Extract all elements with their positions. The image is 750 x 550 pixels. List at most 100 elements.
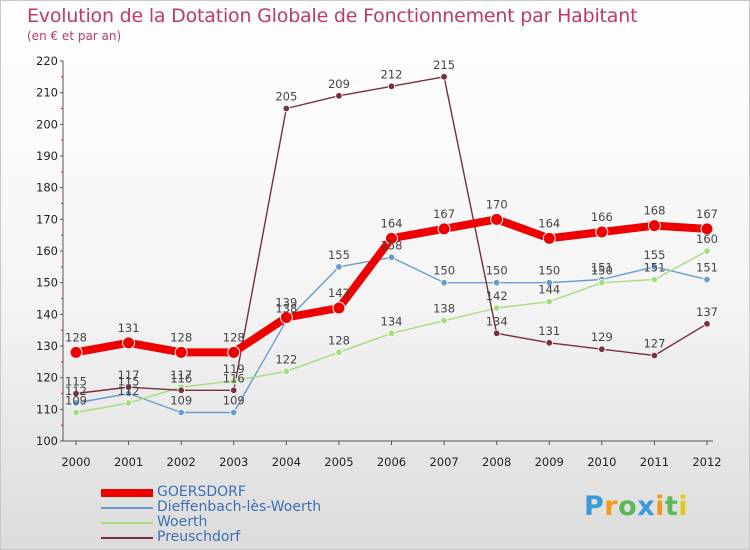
data-label: 115 — [65, 375, 87, 389]
data-point — [598, 278, 606, 287]
data-point — [545, 278, 553, 287]
series-points — [69, 73, 714, 417]
data-label: 151 — [696, 261, 718, 275]
logo-letter: t — [664, 491, 679, 522]
data-point — [492, 304, 501, 312]
data-point — [69, 345, 83, 359]
data-label: 150 — [486, 264, 508, 278]
legend-item: GOERSDORF — [101, 485, 321, 500]
data-label: 131 — [118, 321, 140, 335]
data-label: 116 — [170, 371, 192, 385]
data-label: 166 — [591, 210, 613, 224]
legend-label: Woerth — [157, 514, 208, 530]
y-tick-label: 140 — [36, 307, 58, 321]
data-label: 109 — [170, 394, 192, 408]
x-tick-label: 2008 — [482, 455, 511, 469]
x-tick-label: 2012 — [692, 455, 721, 469]
legend-item: Woerth — [101, 515, 321, 530]
legend-label: Preuschdorf — [157, 529, 241, 545]
data-label: 164 — [381, 216, 403, 230]
data-point — [490, 212, 504, 226]
x-tick-label: 2000 — [61, 455, 90, 469]
data-point — [440, 316, 448, 325]
y-tick-label: 160 — [36, 244, 58, 258]
x-tick-label: 2010 — [587, 455, 616, 469]
logo-letter: i — [655, 491, 665, 522]
data-point — [230, 408, 238, 417]
logo-letter: P — [584, 491, 605, 522]
y-tick-label: 220 — [36, 54, 58, 68]
data-label: 160 — [696, 232, 718, 246]
data-label: 131 — [538, 324, 560, 338]
data-label: 167 — [433, 207, 455, 221]
legend-swatch — [101, 536, 153, 539]
data-point — [700, 222, 714, 236]
legend-label: GOERSDORF — [157, 484, 246, 500]
data-point — [282, 367, 291, 376]
data-point — [650, 263, 659, 271]
data-label: 117 — [170, 368, 192, 382]
data-label: 150 — [538, 264, 560, 278]
data-point — [440, 278, 448, 287]
data-point — [598, 345, 606, 353]
legend: GOERSDORF Dieffenbach-lès-Woerth Woerth Pre… — [101, 485, 321, 545]
data-point — [595, 225, 609, 239]
data-point — [492, 329, 501, 338]
data-label: 138 — [433, 302, 455, 316]
data-point — [387, 253, 396, 262]
proxiti-logo: Proxiti — [584, 491, 688, 522]
data-point — [440, 73, 448, 81]
data-point — [437, 222, 451, 236]
axes: 100 110 120 130 140 150 160 170 180 190 200 210 220 2… — [36, 54, 722, 469]
data-label: 139 — [275, 296, 297, 310]
data-point — [279, 311, 293, 324]
x-tick-label: 2001 — [114, 455, 143, 469]
data-point — [335, 348, 343, 357]
legend-label: Dieffenbach-lès-Woerth — [157, 499, 322, 515]
y-tick-label: 120 — [36, 371, 58, 385]
chart-title: Evolution de la Dotation Globale de Fonc… — [27, 5, 638, 27]
data-point — [124, 383, 133, 391]
x-tick-label: 2002 — [167, 455, 196, 469]
data-label: 150 — [591, 264, 613, 278]
y-tick-label: 130 — [36, 339, 58, 353]
data-label: 128 — [328, 333, 350, 347]
data-label: 142 — [486, 289, 508, 303]
data-point — [545, 297, 553, 306]
y-tick-label: 190 — [36, 149, 58, 163]
y-tick-label: 110 — [36, 402, 58, 416]
data-label: 122 — [275, 352, 297, 366]
data-label: 150 — [433, 264, 455, 278]
data-label: 112 — [65, 384, 87, 398]
data-label: 205 — [275, 90, 297, 104]
data-label: 155 — [643, 248, 665, 262]
data-label: 167 — [696, 207, 718, 221]
data-label: 168 — [643, 204, 665, 218]
x-tick-label: 2011 — [640, 455, 669, 469]
data-label: 155 — [328, 248, 350, 262]
data-point — [703, 247, 711, 255]
data-label: 112 — [118, 384, 140, 398]
data-point — [230, 377, 238, 385]
data-label: 151 — [591, 261, 613, 275]
data-point — [335, 263, 343, 271]
data-point — [177, 408, 185, 417]
y-tick-label: 180 — [36, 181, 58, 195]
legend-item: Dieffenbach-lès-Woerth — [101, 500, 321, 515]
data-point — [335, 92, 343, 100]
x-tick-label: 2009 — [535, 455, 564, 469]
data-label: 134 — [486, 314, 508, 328]
x-tick-label: 2004 — [272, 455, 301, 469]
data-label: 138 — [275, 302, 297, 316]
data-label: 127 — [643, 337, 665, 351]
data-point — [72, 408, 80, 417]
data-label: 215 — [433, 58, 455, 72]
data-point — [332, 301, 346, 315]
data-point — [282, 104, 291, 113]
y-tick-label: 200 — [36, 117, 58, 131]
data-label: 115 — [118, 375, 140, 389]
y-tick-label: 150 — [36, 276, 58, 290]
